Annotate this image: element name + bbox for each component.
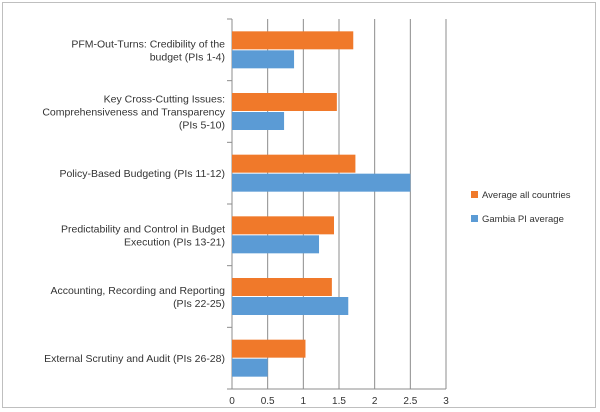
- legend-swatch-gambia-pi-average: [471, 215, 478, 222]
- category-label: External Scrutiny and Audit (PIs 26-28): [44, 353, 225, 365]
- bar-average-all-countries: [232, 278, 332, 296]
- category-label-line: Key Cross-Cutting Issues:: [104, 94, 225, 106]
- category-label-line: External Scrutiny and Audit (PIs 26-28): [44, 353, 225, 365]
- bar-average-all-countries: [232, 31, 354, 50]
- category-label: Predictability and Control in Budget Exec…: [61, 223, 225, 248]
- x-tick-label: 3: [443, 396, 449, 407]
- category-label-line: budget (PIs 1-4): [150, 51, 225, 63]
- chart-frame: 0 0.5 1 1.5 2 2.5 3 PFM-Out-Turns: Credibility …: [2, 2, 596, 408]
- bar-average-all-countries: [232, 216, 335, 235]
- x-tick-label: 1.5: [332, 396, 346, 407]
- bar-average-all-countries: [232, 154, 356, 173]
- x-tick-label: 0: [229, 396, 235, 407]
- bar-gambia-pi-average: [232, 297, 349, 315]
- x-tick-label: 2.5: [403, 396, 417, 407]
- legend-swatch-average-all-countries: [471, 191, 478, 198]
- category-label-line: Comprehensiveness and Transparency: [42, 107, 225, 119]
- x-tick-label: 0.5: [261, 396, 275, 407]
- category-label-line: Accounting, Recording and Reporting: [50, 285, 225, 297]
- category-label-line: Predictability and Control in Budget: [61, 223, 225, 235]
- bar-gambia-pi-average: [232, 358, 268, 377]
- category-label-line: (PIs 5-10): [179, 120, 225, 132]
- category-label-line: Policy-Based Budgeting (PIs 11-12): [59, 168, 225, 180]
- category-label: Accounting, Recording and Reporting (PIs …: [50, 285, 225, 310]
- bar-average-all-countries: [232, 339, 306, 358]
- legend-label-average-all-countries: Average all countries: [482, 190, 571, 201]
- category-label-line: Execution (PIs 13-21): [124, 236, 225, 248]
- category-label: Key Cross-Cutting Issues: Comprehensivene…: [42, 94, 225, 132]
- category-label-line: PFM-Out-Turns: Credibility of the: [71, 38, 225, 50]
- bar-gambia-pi-average: [232, 173, 411, 192]
- x-tick-label: 2: [372, 396, 378, 407]
- x-tick-label: 1: [301, 396, 307, 407]
- bar-gambia-pi-average: [232, 50, 295, 69]
- bar-average-all-countries: [232, 93, 337, 111]
- category-label: Policy-Based Budgeting (PIs 11-12): [59, 168, 225, 180]
- legend-label-gambia-pi-average: Gambia PI average: [482, 214, 564, 225]
- category-label-line: (PIs 22-25): [173, 298, 225, 310]
- bar-gambia-pi-average: [232, 112, 285, 130]
- bar-gambia-pi-average: [232, 235, 320, 254]
- bar-chart: 0 0.5 1 1.5 2 2.5 3 PFM-Out-Turns: Credibility …: [42, 18, 571, 407]
- category-label: PFM-Out-Turns: Credibility of the budget …: [71, 38, 225, 63]
